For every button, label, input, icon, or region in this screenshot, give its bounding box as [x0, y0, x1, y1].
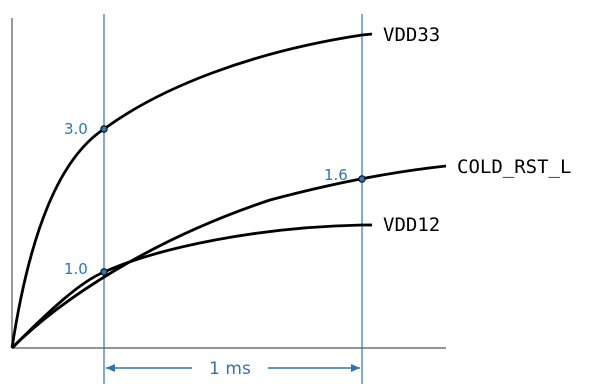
vdd33-curve [10, 33, 363, 349]
duration-label: 1 ms [209, 359, 251, 379]
cold-rst-curve [11, 164, 447, 349]
vdd33-label: VDD33 [383, 24, 440, 46]
cold-rst-value-label: 1.6 [324, 166, 348, 184]
vdd12-curve [11, 223, 363, 349]
vdd33-value-label: 3.0 [64, 120, 88, 138]
vdd33-marker-point [100, 125, 108, 133]
cold-rst-marker-point [358, 175, 366, 183]
vdd33-leader [361, 32, 373, 37]
vdd12-label: VDD12 [383, 214, 440, 236]
vdd12-value-label: 1.0 [64, 260, 88, 278]
cold-rst-label: COLD_RST_L [457, 156, 571, 178]
vdd12-marker-point [100, 268, 108, 276]
